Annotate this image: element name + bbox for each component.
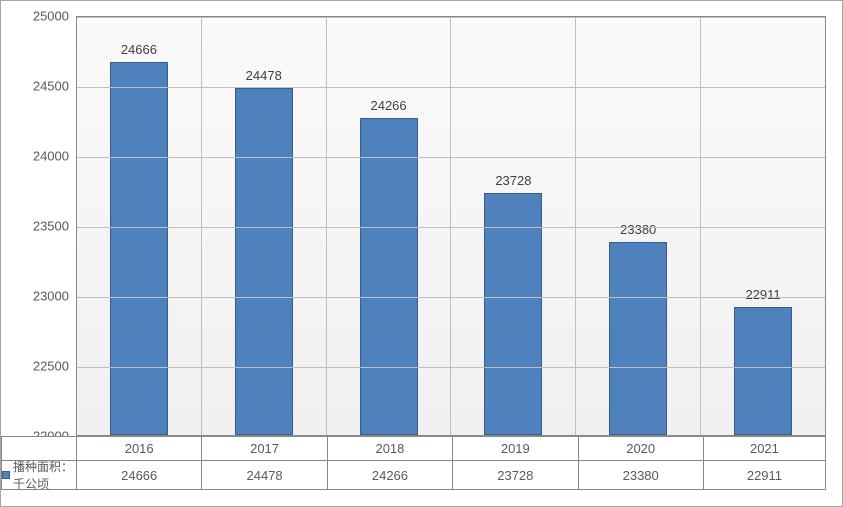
category-cell: 2016 bbox=[77, 437, 202, 461]
chart-container: 246662447824266237282338022911 220002250… bbox=[0, 0, 843, 507]
category-cell: 2021 bbox=[703, 437, 825, 461]
category-cell: 2018 bbox=[327, 437, 452, 461]
bar-slot: 23728 bbox=[450, 17, 575, 435]
y-tick-label: 23500 bbox=[9, 219, 69, 234]
bar: 23728 bbox=[484, 193, 542, 435]
bar-slot: 23380 bbox=[575, 17, 700, 435]
category-row: 201620172018201920202021 bbox=[77, 437, 826, 461]
category-cell: 2019 bbox=[453, 437, 578, 461]
y-tick-label: 24500 bbox=[9, 79, 69, 94]
bar-value-label: 23728 bbox=[495, 173, 531, 188]
bars-group: 24666 24478 24266 23728 23380 22911 bbox=[77, 17, 825, 435]
bar: 24266 bbox=[360, 118, 418, 435]
bar-slot: 24478 bbox=[201, 17, 326, 435]
y-tick-label: 25000 bbox=[9, 9, 69, 24]
legend-swatch-icon bbox=[2, 471, 10, 479]
bar-value-label: 24478 bbox=[246, 68, 282, 83]
bar: 24666 bbox=[110, 62, 168, 435]
bar-value-label: 23380 bbox=[620, 222, 656, 237]
bar: 24478 bbox=[235, 88, 293, 435]
category-cell: 2020 bbox=[578, 437, 703, 461]
gridline bbox=[77, 367, 825, 368]
value-cell: 24478 bbox=[202, 461, 327, 490]
bar-slot: 22911 bbox=[700, 17, 825, 435]
value-cell: 23728 bbox=[453, 461, 578, 490]
value-row: 246662447824266237282338022911 bbox=[77, 461, 826, 490]
gridline bbox=[77, 227, 825, 228]
y-tick-label: 24000 bbox=[9, 149, 69, 164]
plot-area: 24666 24478 24266 23728 23380 22911 bbox=[76, 16, 826, 436]
gridline bbox=[77, 17, 825, 18]
gridline bbox=[77, 87, 825, 88]
bar-value-label: 22911 bbox=[745, 287, 780, 302]
legend-series: 播种面积：千公顷 bbox=[1, 460, 77, 490]
value-cell: 24666 bbox=[77, 461, 202, 490]
category-cell: 2017 bbox=[202, 437, 327, 461]
bar-slot: 24666 bbox=[77, 17, 201, 435]
bar-value-label: 24266 bbox=[370, 98, 406, 113]
gridline bbox=[77, 297, 825, 298]
value-cell: 23380 bbox=[578, 461, 703, 490]
bar-value-label: 24666 bbox=[121, 42, 157, 57]
y-tick-label: 22500 bbox=[9, 359, 69, 374]
value-cell: 22911 bbox=[703, 461, 825, 490]
legend-label: 播种面积：千公顷 bbox=[13, 458, 77, 492]
y-tick-label: 23000 bbox=[9, 289, 69, 304]
data-table: 201620172018201920202021 246662447824266… bbox=[76, 436, 826, 490]
value-cell: 24266 bbox=[327, 461, 452, 490]
bar: 22911 bbox=[734, 307, 792, 435]
bar-slot: 24266 bbox=[326, 17, 451, 435]
gridline bbox=[77, 157, 825, 158]
bar: 23380 bbox=[609, 242, 667, 435]
